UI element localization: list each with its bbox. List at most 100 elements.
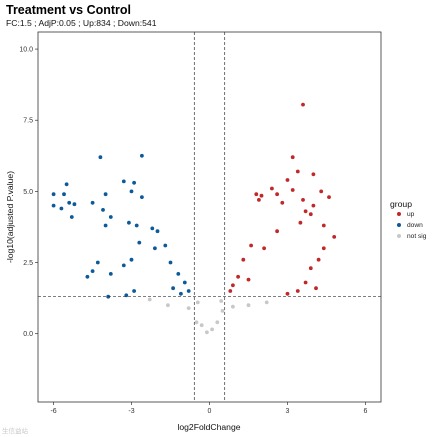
x-axis-ticks: -6 -3 0 3 6 — [50, 402, 367, 415]
point-down — [51, 192, 56, 197]
x-tick-label: -6 — [50, 408, 56, 415]
point-up — [301, 198, 305, 202]
point-down — [59, 206, 64, 211]
point-not-sig — [219, 299, 224, 303]
point-up — [319, 189, 324, 194]
y-axis-ticks: 0.0 2.5 5.0 7.5 10.0 — [19, 47, 38, 338]
point-down — [186, 289, 191, 293]
point-up — [275, 229, 279, 234]
points-layer — [51, 102, 337, 335]
point-down — [69, 215, 74, 219]
point-up — [327, 195, 331, 200]
point-up — [314, 286, 318, 291]
point-down — [163, 243, 168, 248]
threshold-lines — [38, 32, 381, 402]
point-down — [103, 192, 108, 197]
legend-label-not-sig: not sig — [407, 233, 427, 240]
point-down — [51, 203, 56, 208]
legend-key-up — [397, 212, 401, 216]
point-down — [85, 274, 90, 279]
point-not-sig — [199, 323, 204, 328]
point-down — [126, 220, 131, 225]
point-down — [132, 180, 137, 185]
point-up — [316, 257, 321, 262]
x-tick-label: 0 — [208, 408, 212, 415]
point-down — [134, 223, 139, 228]
chart-title: Treatment vs Control — [6, 3, 131, 17]
point-up — [259, 193, 264, 198]
point-down — [103, 223, 108, 228]
point-down — [171, 286, 176, 291]
series-up — [228, 102, 337, 296]
x-tick-label: 3 — [286, 408, 290, 415]
legend-label-up: up — [407, 211, 415, 218]
point-not-sig — [195, 300, 200, 305]
point-not-sig — [215, 320, 220, 325]
point-not-sig — [246, 303, 251, 308]
point-up — [321, 223, 326, 228]
y-axis-label: -log10(adjusted P.value) — [5, 171, 15, 263]
point-not-sig — [210, 327, 215, 332]
point-down — [132, 289, 137, 293]
point-down — [140, 153, 144, 158]
point-not-sig — [166, 303, 170, 308]
point-down — [64, 182, 69, 187]
point-up — [246, 277, 251, 282]
point-up — [280, 200, 285, 205]
point-not-sig — [264, 300, 269, 305]
point-down — [155, 229, 160, 234]
point-down — [67, 200, 72, 205]
y-tick-label: 7.5 — [23, 118, 33, 125]
point-up — [290, 155, 295, 160]
point-down — [90, 269, 95, 273]
point-up — [311, 203, 316, 208]
point-not-sig — [205, 330, 209, 335]
point-down — [108, 215, 113, 219]
legend-entries: up down not sig — [397, 211, 427, 240]
plot-panel — [37, 31, 382, 403]
point-down — [62, 192, 66, 197]
y-tick-label: 10.0 — [19, 47, 33, 54]
point-up — [270, 186, 274, 191]
point-up — [290, 188, 295, 192]
point-up — [303, 280, 308, 285]
point-up — [301, 102, 305, 107]
point-down — [140, 195, 144, 200]
point-down — [129, 189, 134, 194]
point-up — [228, 289, 233, 293]
point-down — [72, 202, 77, 207]
legend-title: group — [390, 199, 412, 209]
legend-key-not-sig — [397, 234, 401, 238]
legend-key-down — [397, 223, 401, 227]
point-down — [101, 208, 105, 212]
point-down — [108, 272, 113, 276]
point-down — [90, 200, 95, 205]
point-down — [124, 293, 129, 298]
point-down — [153, 246, 157, 251]
point-down — [179, 291, 183, 296]
point-down — [168, 260, 173, 265]
point-up — [236, 274, 241, 279]
point-up — [295, 289, 300, 293]
x-tick-label: -3 — [128, 408, 134, 415]
point-up — [332, 235, 337, 239]
point-down — [150, 226, 155, 231]
point-up — [295, 169, 300, 174]
point-up — [308, 266, 313, 271]
point-up — [285, 178, 290, 182]
point-not-sig — [194, 320, 199, 325]
point-up — [254, 192, 259, 197]
watermark: 生信益站 — [2, 426, 29, 435]
point-down — [129, 257, 134, 262]
point-up — [308, 212, 313, 217]
point-down — [95, 260, 100, 265]
point-up — [303, 209, 308, 214]
point-not-sig — [231, 304, 235, 309]
point-up — [249, 243, 254, 248]
x-axis-label: log2FoldChange — [177, 422, 240, 432]
point-down — [182, 280, 187, 285]
point-up — [262, 246, 266, 251]
point-up — [298, 220, 303, 225]
y-tick-label: 0.0 — [23, 331, 33, 338]
